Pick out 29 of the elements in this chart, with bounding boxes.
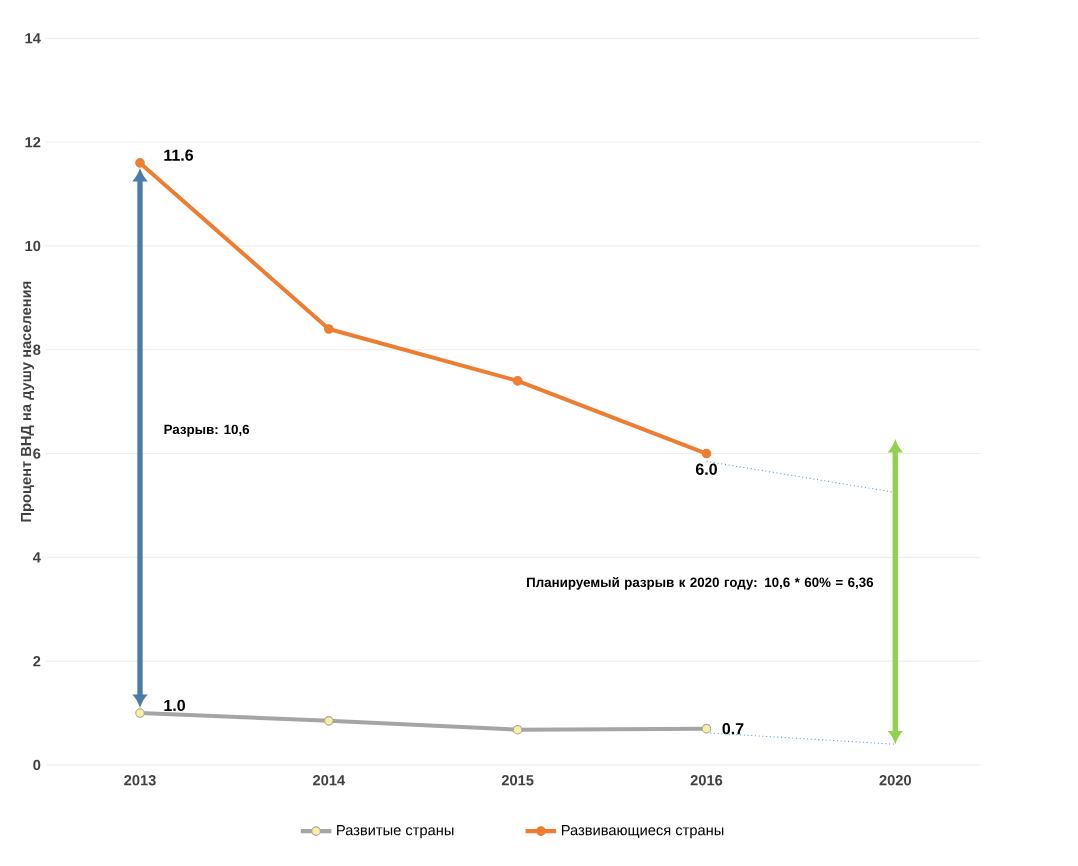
point [701,448,712,459]
y-tick-label: 10 [25,240,41,252]
annotation: Планируемый разрыв к 2020 году: 10,6 * 60% = 6,36 [527,576,874,590]
point [512,724,523,735]
y-tick-label: 8 [33,344,41,355]
x-tick-label: 2014 [313,775,346,786]
legend-label: Развитые страны [337,825,454,839]
point [135,158,145,168]
annotation: Разрыв: 10,6 [164,424,250,437]
y-tick-label: 4 [32,552,41,563]
data-label: 11.6 [164,149,194,161]
y-tick-label: 2 [33,656,41,667]
x-tick-label: 2020 [879,775,911,786]
point [324,324,334,334]
x-tick-label: 2016 [690,775,723,786]
data-label: 6.0 [695,463,717,475]
point [324,716,334,726]
point [135,708,145,718]
x-tick-label: 2013 [124,775,156,786]
legend-label: Развивающиеся страны [561,825,724,839]
point [701,723,712,734]
y-tick-label: 12 [25,137,41,148]
y-tick-label: 6 [33,448,41,459]
y-tick-label: 14 [25,33,41,44]
data-label: 0.7 [722,722,744,735]
y-tick-label: 0 [33,759,41,771]
data-label: 1.0 [164,699,185,712]
x-tick-label: 2015 [501,775,534,786]
point [512,376,523,386]
